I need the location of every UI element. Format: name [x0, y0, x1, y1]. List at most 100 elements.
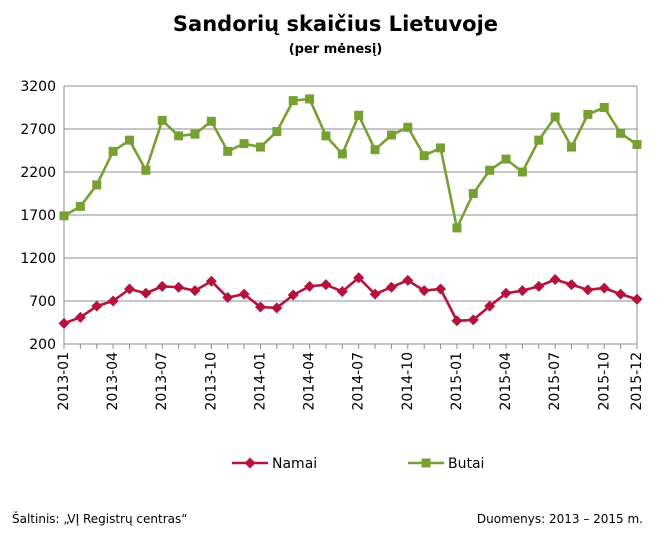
legend: Namai Butai	[232, 456, 484, 472]
data-point-namai	[615, 288, 627, 300]
data-point-namai	[58, 317, 70, 329]
data-point-butai	[305, 94, 315, 104]
legend-marker-namai	[244, 457, 256, 469]
data-point-namai	[385, 281, 397, 293]
data-point-butai	[370, 145, 380, 155]
data-point-namai	[516, 285, 528, 297]
x-tick-label: 2015-07	[547, 352, 563, 411]
data-point-butai	[108, 146, 118, 156]
legend-item-butai: Butai	[408, 456, 484, 472]
data-point-namai	[320, 279, 332, 291]
chart-subtitle: (per mėnesį)	[288, 42, 383, 57]
data-point-butai	[288, 96, 298, 106]
data-point-namai	[222, 292, 234, 304]
data-point-namai	[123, 283, 135, 295]
data-point-butai	[517, 167, 527, 177]
data-point-butai	[174, 131, 184, 141]
data-point-butai	[272, 127, 282, 137]
data-point-namai	[205, 275, 217, 287]
x-tick-label: 2014-01	[252, 352, 268, 411]
data-point-namai	[435, 283, 447, 295]
data-point-butai	[567, 142, 577, 152]
data-point-namai	[549, 274, 561, 285]
data-point-butai	[239, 139, 249, 149]
data-point-namai	[484, 300, 496, 312]
data-point-namai	[271, 302, 283, 314]
x-tick-label: 2015-04	[498, 352, 514, 411]
data-point-namai	[369, 288, 381, 300]
data-point-butai	[92, 180, 102, 190]
data-point-namai	[418, 285, 430, 297]
data-point-butai	[75, 201, 85, 211]
data-point-namai	[467, 314, 479, 326]
data-point-namai	[598, 282, 610, 294]
series-butai	[59, 94, 642, 233]
data-point-butai	[616, 128, 626, 138]
data-point-butai	[632, 139, 642, 149]
data-point-butai	[190, 129, 200, 139]
x-tick-label: 2013-04	[105, 352, 121, 411]
y-tick-label: 700	[29, 294, 56, 310]
data-point-butai	[157, 115, 167, 125]
data-point-butai	[436, 143, 446, 153]
data-point-butai	[386, 130, 396, 140]
chart-title: Sandorių skaičius Lietuvoje	[172, 12, 499, 36]
data-point-butai	[321, 131, 331, 141]
x-tick-labels: 2013-01 2013-04 2013-07 2013-10 2014-01 2014-…	[56, 352, 645, 411]
data-point-namai	[189, 285, 201, 297]
data-point-namai	[156, 280, 168, 292]
data-point-namai	[582, 284, 594, 296]
series-namai	[58, 272, 643, 329]
y-tick-label: 200	[29, 337, 56, 353]
data-point-butai	[419, 151, 429, 161]
x-tick-label: 2013-10	[203, 352, 219, 411]
data-point-butai	[599, 103, 609, 112]
data-point-namai	[287, 289, 299, 301]
data-point-butai	[59, 211, 69, 221]
legend-marker-butai	[421, 458, 431, 468]
data-point-namai	[451, 315, 463, 327]
data-point-namai	[173, 281, 185, 293]
data-point-namai	[566, 279, 578, 291]
data-point-namai	[304, 280, 316, 292]
legend-item-namai: Namai	[232, 456, 317, 472]
data-point-namai	[336, 286, 348, 298]
data-point-namai	[402, 274, 414, 286]
y-tick-label: 1700	[20, 208, 56, 224]
data-point-butai	[354, 110, 364, 120]
data-point-namai	[254, 301, 266, 313]
x-tick-label: 2013-07	[154, 352, 170, 411]
axes	[63, 86, 638, 349]
data-point-butai	[223, 146, 233, 156]
data-point-butai	[141, 165, 151, 175]
x-tick-label: 2014-10	[400, 352, 416, 411]
data-point-butai	[501, 154, 511, 164]
data-point-butai	[468, 189, 478, 198]
data-point-butai	[124, 135, 134, 145]
data-point-namai	[238, 288, 250, 300]
x-tick-label: 2014-07	[351, 352, 367, 411]
y-tick-label: 1200	[20, 251, 56, 267]
data-point-butai	[337, 149, 347, 159]
data-point-butai	[206, 116, 216, 126]
data-point-namai	[500, 287, 512, 299]
data-point-namai	[74, 311, 86, 323]
x-tick-label: 2013-01	[56, 352, 72, 411]
y-tick-label: 2700	[20, 122, 56, 138]
data-point-namai	[140, 287, 152, 299]
data-point-butai	[534, 135, 544, 145]
data-point-namai	[107, 295, 119, 307]
data-point-butai	[403, 122, 413, 132]
x-tick-label: 2015-12	[629, 352, 645, 411]
data-point-butai	[452, 223, 462, 233]
x-tick-label: 2015-01	[449, 352, 465, 411]
data-point-butai	[485, 165, 495, 175]
data-point-namai	[91, 300, 103, 312]
series	[58, 94, 643, 329]
y-tick-label: 2200	[20, 165, 56, 181]
data-point-butai	[583, 109, 593, 119]
period-note: Duomenys: 2013 – 2015 m.	[476, 512, 643, 526]
data-point-namai	[631, 293, 643, 305]
y-tick-label: 3200	[20, 79, 56, 95]
